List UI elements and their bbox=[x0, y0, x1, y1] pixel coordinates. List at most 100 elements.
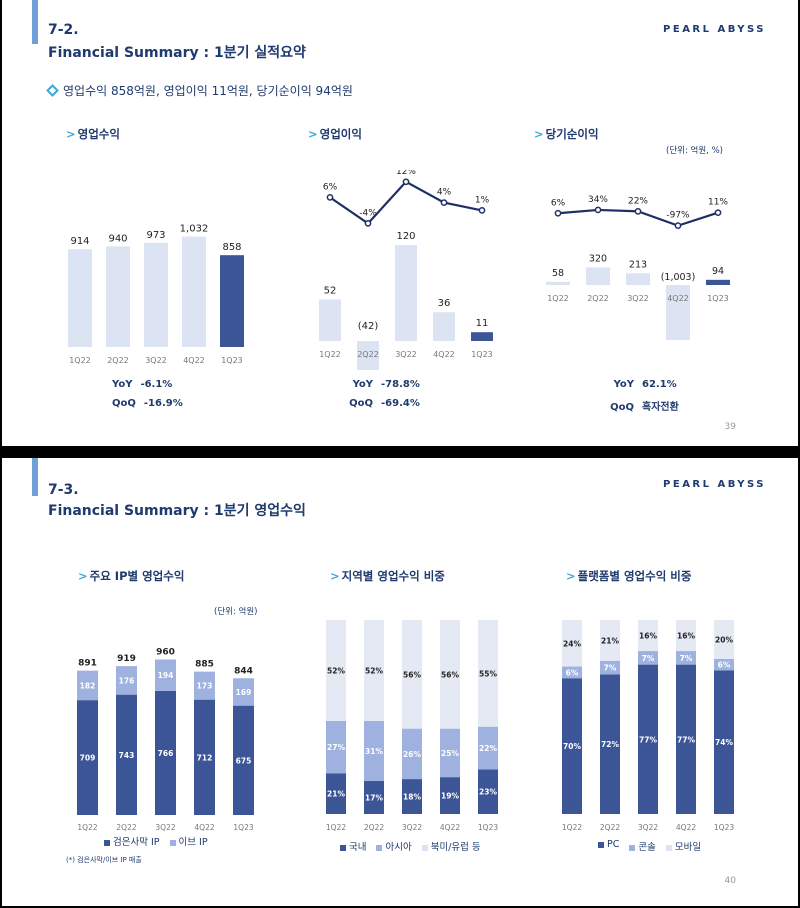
line-point bbox=[554, 209, 562, 217]
tick-label: 1Q22 bbox=[562, 823, 582, 832]
bar-segment bbox=[194, 699, 215, 815]
chart-by-platform: 70% 6% 24% 1Q22 72% 7% 21% 2Q22 77% 7% 16% 3Q22 77% 7… bbox=[562, 620, 734, 832]
tick-label: 1Q22 bbox=[69, 356, 91, 365]
segment-label: 27% bbox=[327, 743, 345, 752]
brand-logo: PEARL ABYSS bbox=[663, 479, 766, 490]
line-label: 4% bbox=[437, 188, 452, 198]
bar-segment bbox=[77, 700, 98, 815]
legend-item: 아시아 bbox=[376, 839, 412, 853]
segment-label: 70% bbox=[563, 742, 581, 751]
bar-segment bbox=[676, 620, 696, 652]
line-label: 1% bbox=[475, 195, 490, 205]
slide-revenue-breakdown: 7-3. Financial Summary : 1분기 영업수익 PEARL … bbox=[2, 458, 798, 906]
chevron-right-icon: > bbox=[78, 569, 88, 583]
line-label: 11% bbox=[708, 198, 728, 208]
tick-label: 4Q22 bbox=[676, 823, 696, 832]
segment-label: 20% bbox=[715, 635, 733, 644]
line-point bbox=[634, 208, 642, 215]
bar-segment bbox=[364, 720, 384, 782]
segment-label: 31% bbox=[365, 747, 383, 756]
line-label: 12% bbox=[396, 170, 416, 177]
line-label: -4% bbox=[359, 208, 377, 218]
tick-label: 1Q23 bbox=[707, 294, 729, 303]
bar bbox=[395, 245, 417, 341]
tick-label: 2Q22 bbox=[357, 350, 379, 359]
legend-item: 국내 bbox=[340, 839, 366, 853]
bar-segment bbox=[440, 620, 460, 729]
bar-segment bbox=[600, 620, 620, 661]
data-label: 320 bbox=[589, 253, 607, 264]
metric-yoy-net-income: YoY 62.1% bbox=[613, 379, 677, 390]
legend-swatch bbox=[665, 844, 672, 851]
bar bbox=[706, 279, 730, 285]
tick-label: 1Q23 bbox=[714, 823, 734, 832]
line-point bbox=[714, 209, 722, 217]
line-point bbox=[326, 194, 334, 201]
chevron-right-icon: > bbox=[308, 127, 318, 141]
legend-swatch bbox=[340, 844, 346, 851]
segment-label: 709 bbox=[80, 754, 96, 763]
bar-segment bbox=[562, 666, 582, 679]
data-label: 973 bbox=[146, 230, 165, 241]
data-label: 36 bbox=[438, 298, 451, 309]
legend-item: 검은사막 IP bbox=[104, 834, 160, 848]
bar-segment bbox=[638, 620, 658, 652]
tick-label: 1Q22 bbox=[319, 350, 341, 359]
segment-label: 169 bbox=[236, 688, 252, 697]
line-label: 34% bbox=[588, 195, 608, 205]
page-number: 39 bbox=[724, 422, 736, 432]
segment-label: 16% bbox=[639, 632, 657, 641]
summary-line: 영업수익 858억원, 영업이익 11억원, 당기순이익 94억원 bbox=[46, 82, 353, 99]
segment-label: 26% bbox=[403, 750, 421, 759]
data-label: 120 bbox=[396, 231, 415, 242]
accent-bar bbox=[32, 458, 38, 496]
bar-segment bbox=[600, 674, 620, 814]
segment-label: 7% bbox=[604, 664, 617, 673]
legend-item: PC bbox=[598, 839, 619, 853]
data-label: 940 bbox=[108, 233, 127, 244]
tick-label: 1Q22 bbox=[547, 294, 569, 303]
bar-segment bbox=[194, 671, 215, 700]
line-point bbox=[674, 222, 682, 229]
metric-qoq-net-income: QoQ 흑자전환 bbox=[610, 402, 679, 413]
segment-label: 52% bbox=[327, 666, 345, 675]
legend-item: 모바일 bbox=[665, 839, 701, 853]
tick-label: 2Q22 bbox=[364, 823, 384, 832]
segment-label: 74% bbox=[715, 738, 733, 747]
segment-label: 766 bbox=[158, 749, 174, 758]
bar-segment bbox=[714, 670, 734, 814]
segment-label: 18% bbox=[403, 793, 421, 802]
tick-label: 2Q22 bbox=[600, 823, 620, 832]
metric-yoy-op-income: YoY -78.8% bbox=[352, 379, 420, 390]
legend-swatch bbox=[598, 841, 604, 848]
bar-segment bbox=[233, 705, 254, 815]
bar bbox=[220, 255, 244, 347]
total-label: 844 bbox=[234, 666, 253, 676]
chart-title-by-platform: > 플랫폼별 영업수익 비중 bbox=[566, 569, 692, 583]
tick-label: 4Q22 bbox=[440, 823, 460, 832]
segment-label: 712 bbox=[197, 753, 213, 762]
data-label: 914 bbox=[70, 236, 89, 247]
metric-qoq-op-income: QoQ -69.4% bbox=[349, 398, 420, 409]
bar bbox=[433, 312, 455, 341]
chevron-right-icon: > bbox=[330, 569, 340, 583]
tick-label: 1Q23 bbox=[471, 350, 493, 359]
segment-label: 16% bbox=[677, 632, 695, 641]
tick-label: 2Q22 bbox=[116, 823, 136, 832]
segment-label: 21% bbox=[601, 636, 619, 645]
line-point bbox=[594, 206, 602, 214]
tick-label: 1Q22 bbox=[77, 823, 97, 832]
segment-label: 77% bbox=[677, 735, 695, 744]
data-label: 1,032 bbox=[180, 224, 209, 235]
bar-segment bbox=[676, 651, 696, 665]
tick-label: 4Q22 bbox=[183, 356, 205, 365]
chart-net-income: 58 1Q22 320 2Q22 213 3Q22 (1,003) 4Q22 94 1Q23 6% 3… bbox=[546, 195, 730, 340]
tick-label: 1Q22 bbox=[326, 823, 346, 832]
section-number: 7-3. bbox=[48, 482, 79, 498]
segment-label: 56% bbox=[441, 670, 459, 679]
unit-label: (단위: 억원, %) bbox=[666, 146, 723, 156]
line-label: 6% bbox=[551, 198, 566, 208]
bar-segment bbox=[326, 720, 346, 774]
bar-segment bbox=[714, 620, 734, 659]
data-label: 213 bbox=[629, 259, 647, 270]
